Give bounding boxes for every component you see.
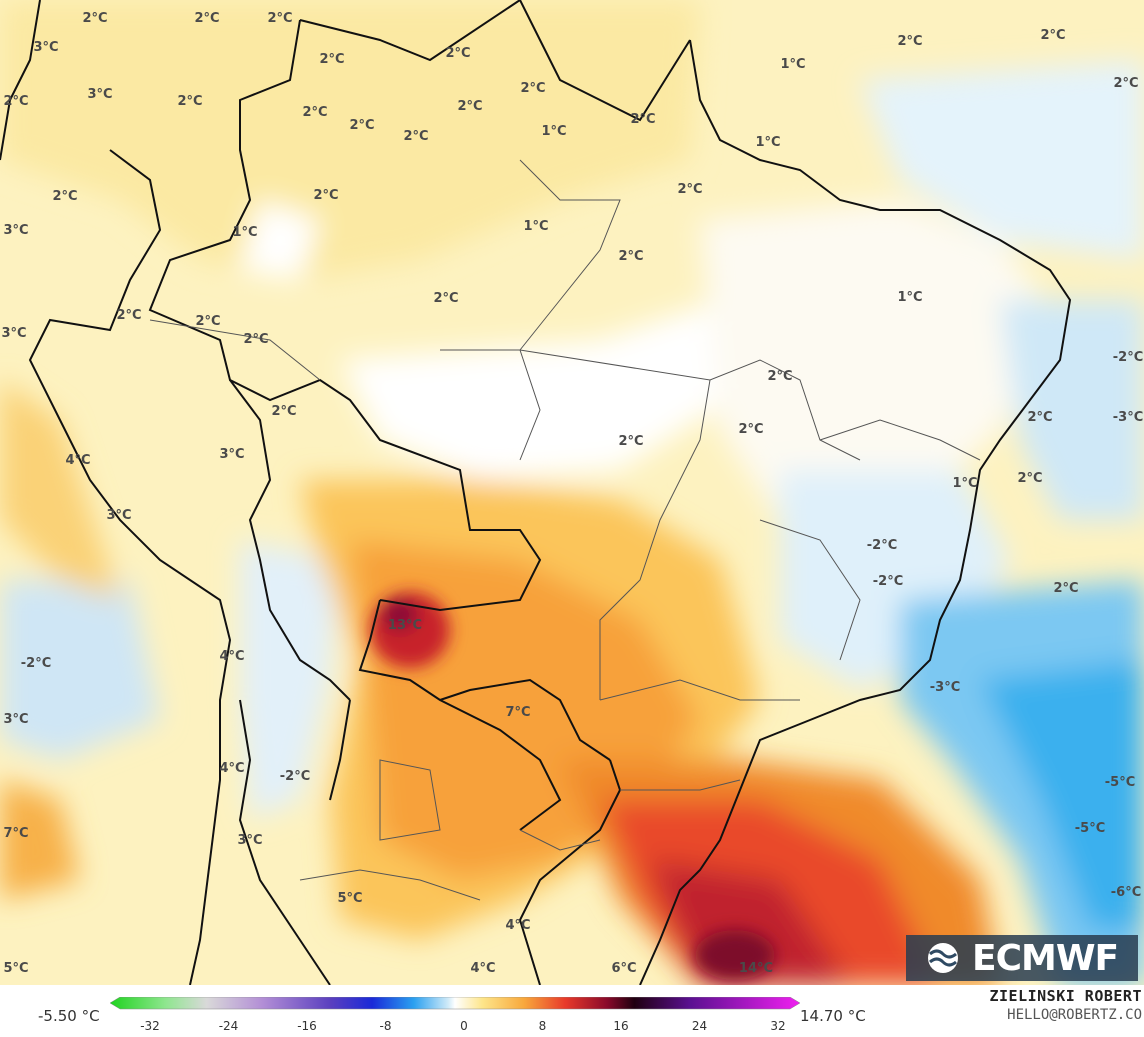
ecmwf-wave-icon — [928, 943, 958, 973]
temperature-label: 2°C — [194, 11, 219, 26]
temperature-label: 3°C — [237, 833, 262, 848]
state-borders — [149, 159, 981, 901]
temperature-label: 14°C — [739, 961, 773, 976]
temperature-label: 2°C — [618, 434, 643, 449]
temperature-label: 1°C — [952, 476, 977, 491]
colorbar-tick-label: -32 — [140, 1019, 160, 1033]
temperature-label: -2°C — [873, 574, 903, 589]
temperature-label: 2°C — [319, 52, 344, 67]
temperature-label: 13°C — [388, 618, 422, 633]
temperature-label: 4°C — [470, 961, 495, 976]
colorbar-tick-label: 0 — [460, 1019, 468, 1033]
temperature-label: 2°C — [116, 308, 141, 323]
temperature-label: 2°C — [243, 332, 268, 347]
temperature-label: 4°C — [219, 649, 244, 664]
temperature-label: 2°C — [897, 34, 922, 49]
temperature-label: 2°C — [618, 249, 643, 264]
temperature-label: 2°C — [1027, 410, 1052, 425]
temperature-label: 4°C — [219, 761, 244, 776]
temperature-label: 3°C — [3, 712, 28, 727]
temperature-label: 7°C — [505, 705, 530, 720]
temperature-label: -3°C — [1113, 410, 1143, 425]
min-value-label: -5.50 °C — [38, 1007, 100, 1025]
temperature-label: 4°C — [65, 453, 90, 468]
temperature-label: -2°C — [280, 769, 310, 784]
temperature-label: 2°C — [3, 94, 28, 109]
author-email: HELLO@ROBERTZ.CO — [1007, 1007, 1142, 1023]
country-borders — [0, 0, 1072, 985]
temperature-label: 5°C — [337, 891, 362, 906]
temperature-label: 3°C — [33, 40, 58, 55]
colorbar-tick-label: 16 — [613, 1019, 628, 1033]
temperature-label: 1°C — [541, 124, 566, 139]
temperature-label: 2°C — [52, 189, 77, 204]
temperature-label: 1°C — [897, 290, 922, 305]
ecmwf-logo: ECMWF — [906, 935, 1138, 981]
temperature-label: -3°C — [930, 680, 960, 695]
temperature-labels: 2°C 2°C 2°C 3°C 2°C 2°C 2°C 2°C 1°C 2°C 3°C 2°C 2°C 2… — [1, 11, 1143, 976]
temperature-label: 3°C — [219, 447, 244, 462]
temperature-label: 7°C — [3, 826, 28, 841]
temperature-label: 1°C — [232, 225, 257, 240]
temperature-label: 2°C — [349, 118, 374, 133]
heat-core — [370, 592, 775, 980]
temperature-label: 5°C — [3, 961, 28, 976]
temperature-label: 2°C — [313, 188, 338, 203]
temperature-label: 2°C — [630, 112, 655, 127]
colorbar-tick-label: 32 — [770, 1019, 785, 1033]
temperature-label: 2°C — [1040, 28, 1065, 43]
temperature-label: 2°C — [1017, 471, 1042, 486]
temperature-label: 3°C — [106, 508, 131, 523]
temperature-label: -5°C — [1105, 775, 1135, 790]
temperature-label: 2°C — [302, 105, 327, 120]
temperature-label: 2°C — [177, 94, 202, 109]
temperature-label: -6°C — [1111, 885, 1141, 900]
temperature-label: 1°C — [755, 135, 780, 150]
temperature-label: -2°C — [1113, 350, 1143, 365]
temperature-label: 2°C — [445, 46, 470, 61]
temperature-label: 4°C — [505, 918, 530, 933]
temperature-label: 1°C — [523, 219, 548, 234]
temperature-label: 2°C — [267, 11, 292, 26]
temperature-label: 2°C — [520, 81, 545, 96]
temperature-label: 6°C — [611, 961, 636, 976]
temperature-label: 3°C — [3, 223, 28, 238]
temperature-label: 3°C — [1, 326, 26, 341]
ecmwf-logo-text: ECMWF — [972, 937, 1119, 979]
temperature-label: 2°C — [767, 369, 792, 384]
temperature-label: 1°C — [780, 57, 805, 72]
temperature-label: 2°C — [1113, 76, 1138, 91]
temperature-label: -2°C — [21, 656, 51, 671]
temperature-label: 2°C — [738, 422, 763, 437]
temperature-label: 2°C — [195, 314, 220, 329]
max-value-label: 14.70 °C — [800, 1007, 866, 1025]
colorbar-tick-label: 24 — [692, 1019, 707, 1033]
temperature-label: 2°C — [677, 182, 702, 197]
legend-bar: -5.50 °C -32 -24 -16 -8 — [0, 985, 1144, 1035]
temperature-anomaly-map: 2°C 2°C 2°C 3°C 2°C 2°C 2°C 2°C 1°C 2°C 3°C 2°C 2°C 2… — [0, 0, 1144, 985]
colorbar-tick-label: -24 — [219, 1019, 239, 1033]
color-scale: -32 -24 -16 -8 0 8 16 24 32 — [110, 997, 801, 1033]
temperature-label: 2°C — [271, 404, 296, 419]
temperature-label: 2°C — [457, 99, 482, 114]
colorbar-tick-label: 8 — [539, 1019, 547, 1033]
temperature-label: -5°C — [1075, 821, 1105, 836]
temperature-label: -2°C — [867, 538, 897, 553]
temperature-label: 2°C — [82, 11, 107, 26]
temperature-field — [0, 0, 1144, 985]
temperature-label: 2°C — [403, 129, 428, 144]
credit-block: ZIELINSKI ROBERT HELLO@ROBERTZ.CO — [990, 987, 1143, 1023]
temperature-label: 2°C — [1053, 581, 1078, 596]
colorbar-tick-label: -16 — [297, 1019, 317, 1033]
temperature-label: 2°C — [433, 291, 458, 306]
colorbar-tick-label: -8 — [380, 1019, 392, 1033]
author-name: ZIELINSKI ROBERT — [989, 987, 1142, 1005]
temperature-label: 3°C — [87, 87, 112, 102]
